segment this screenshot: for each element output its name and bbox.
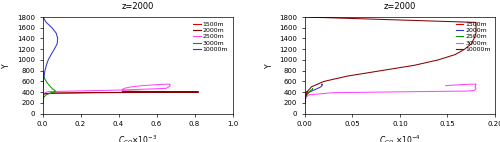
- Title: z=2000: z=2000: [122, 2, 154, 11]
- Y-axis label: Y: Y: [2, 63, 12, 68]
- X-axis label: $C_{CO}$$\times$10$^{-3}$: $C_{CO}$$\times$10$^{-3}$: [118, 133, 157, 142]
- Y-axis label: Y: Y: [264, 63, 274, 68]
- Legend: 1500m, 2000m, 2500m, 3000m, 10000m: 1500m, 2000m, 2500m, 3000m, 10000m: [192, 20, 230, 53]
- X-axis label: $C_{CO_2}$$\times$10$^{-4}$: $C_{CO_2}$$\times$10$^{-4}$: [379, 133, 421, 142]
- Legend: 1500m, 2000m, 2500m, 3000m, 10000m: 1500m, 2000m, 2500m, 3000m, 10000m: [454, 20, 492, 53]
- Title: z=2000: z=2000: [384, 2, 416, 11]
